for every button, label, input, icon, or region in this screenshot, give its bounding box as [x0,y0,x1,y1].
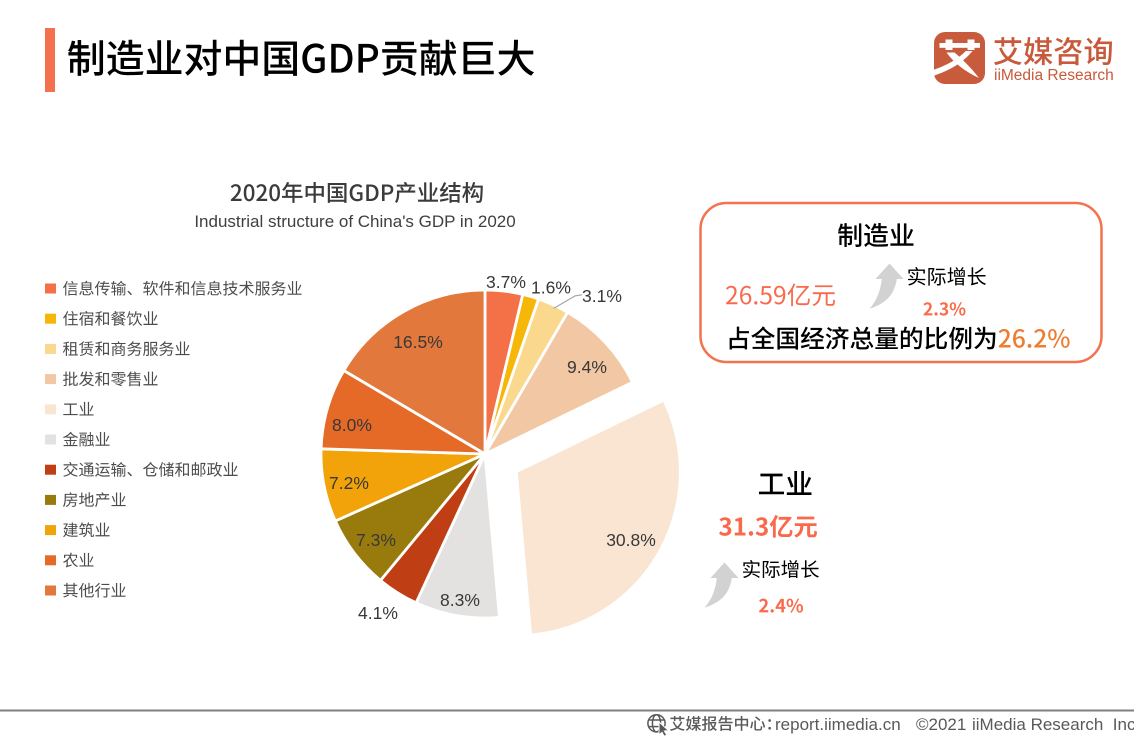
svg-text:1.6%: 1.6% [531,278,571,298]
svg-text:7.3%: 7.3% [356,530,396,550]
svg-text:iiMedia Research Inc: iiMedia Research Inc [972,715,1134,734]
svg-text:Industrial structure of China': Industrial structure of China's GDP in 2… [194,212,515,231]
svg-text:3.1%: 3.1% [582,286,622,306]
svg-text:report.iimedia.cn: report.iimedia.cn [775,715,901,734]
svg-text:3.7%: 3.7% [486,272,526,292]
svg-text:iiMedia Research: iiMedia Research [994,67,1114,84]
svg-text:30.8%: 30.8% [606,530,656,550]
svg-text:8.3%: 8.3% [440,590,480,610]
svg-text:©2021: ©2021 [916,715,966,734]
svg-text:7.2%: 7.2% [329,473,369,493]
svg-text:9.4%: 9.4% [567,357,607,377]
svg-text:8.0%: 8.0% [332,415,372,435]
svg-text:16.5%: 16.5% [393,332,443,352]
svg-text:4.1%: 4.1% [358,603,398,623]
